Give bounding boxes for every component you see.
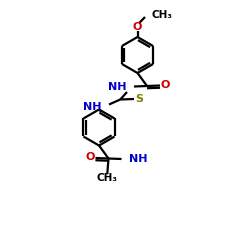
Text: O: O (85, 152, 95, 162)
Text: NH: NH (108, 82, 126, 92)
Text: O: O (133, 22, 142, 32)
Text: CH₃: CH₃ (97, 174, 118, 184)
Text: O: O (161, 80, 170, 90)
Text: NH: NH (83, 102, 102, 112)
Text: S: S (136, 94, 143, 104)
Text: NH: NH (128, 154, 147, 164)
Text: CH₃: CH₃ (152, 10, 173, 20)
